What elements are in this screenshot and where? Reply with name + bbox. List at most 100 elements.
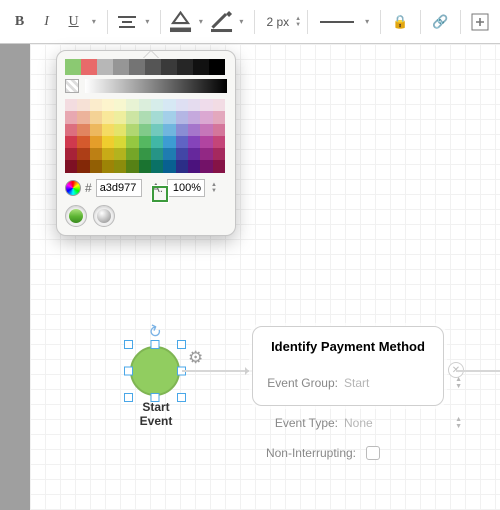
- palette-swatch[interactable]: [65, 124, 77, 136]
- recent-swatch[interactable]: [113, 59, 129, 75]
- palette-swatch[interactable]: [65, 136, 77, 148]
- palette-swatch[interactable]: [163, 111, 175, 123]
- italic-button[interactable]: I: [33, 8, 60, 36]
- palette-swatch[interactable]: [102, 148, 114, 160]
- palette-swatch[interactable]: [200, 148, 212, 160]
- palette-swatch[interactable]: [176, 124, 188, 136]
- palette-swatch[interactable]: [163, 136, 175, 148]
- palette-swatch[interactable]: [188, 124, 200, 136]
- add-button[interactable]: [467, 8, 494, 36]
- grayscale-gradient[interactable]: [85, 79, 227, 93]
- palette-swatch[interactable]: [151, 111, 163, 123]
- palette-swatch[interactable]: [163, 124, 175, 136]
- palette-swatch[interactable]: [126, 111, 138, 123]
- palette-swatch[interactable]: [200, 124, 212, 136]
- palette-swatch[interactable]: [176, 99, 188, 111]
- palette-swatch[interactable]: [126, 136, 138, 148]
- palette-swatch[interactable]: [65, 148, 77, 160]
- palette-swatch[interactable]: [213, 111, 225, 123]
- connector-1[interactable]: [182, 370, 252, 372]
- palette-swatch[interactable]: [176, 136, 188, 148]
- recent-swatch[interactable]: [129, 59, 145, 75]
- palette-swatch[interactable]: [151, 136, 163, 148]
- palette-swatch[interactable]: [77, 111, 89, 123]
- gradient-fill-button[interactable]: [93, 205, 115, 227]
- palette-swatch[interactable]: [90, 99, 102, 111]
- task-node[interactable]: Identify Payment Method: [252, 326, 444, 406]
- palette-swatch[interactable]: [114, 111, 126, 123]
- palette-swatch[interactable]: [200, 111, 212, 123]
- palette-swatch[interactable]: [163, 99, 175, 111]
- line-width-spinner[interactable]: ▲▼: [295, 16, 301, 28]
- palette-swatch[interactable]: [200, 160, 212, 172]
- line-color-button[interactable]: [208, 8, 235, 36]
- linestyle-dropdown-icon[interactable]: ▾: [360, 8, 374, 36]
- recent-swatch[interactable]: [193, 59, 209, 75]
- palette-swatch[interactable]: [114, 136, 126, 148]
- palette-swatch[interactable]: [188, 160, 200, 172]
- non-interrupting-checkbox[interactable]: [366, 446, 380, 460]
- palette-swatch[interactable]: [188, 136, 200, 148]
- event-group-spinner[interactable]: ▲▼: [455, 376, 462, 390]
- line-style-button[interactable]: [314, 8, 360, 36]
- palette-swatch[interactable]: [139, 160, 151, 172]
- palette-swatch[interactable]: [126, 99, 138, 111]
- palette-swatch[interactable]: [188, 99, 200, 111]
- palette-swatch[interactable]: [90, 124, 102, 136]
- palette-swatch[interactable]: [126, 124, 138, 136]
- palette-swatch[interactable]: [139, 124, 151, 136]
- palette-swatch[interactable]: [65, 160, 77, 172]
- palette-swatch[interactable]: [213, 136, 225, 148]
- palette-swatch[interactable]: [102, 111, 114, 123]
- fill-dropdown-icon[interactable]: ▾: [194, 8, 208, 36]
- palette-swatch[interactable]: [139, 111, 151, 123]
- palette-swatch[interactable]: [77, 136, 89, 148]
- recent-swatch[interactable]: [81, 59, 97, 75]
- palette-swatch[interactable]: [139, 148, 151, 160]
- palette-swatch[interactable]: [213, 99, 225, 111]
- palette-swatch[interactable]: [65, 111, 77, 123]
- linecolor-dropdown-icon[interactable]: ▾: [235, 8, 249, 36]
- palette-swatch[interactable]: [200, 99, 212, 111]
- palette-swatch[interactable]: [151, 160, 163, 172]
- palette-swatch[interactable]: [90, 148, 102, 160]
- connector-2[interactable]: [456, 370, 500, 372]
- event-group-value[interactable]: Start: [344, 376, 455, 390]
- line-width-combo[interactable]: 2 px ▲▼: [261, 8, 301, 36]
- event-type-value[interactable]: None: [344, 416, 455, 430]
- recent-swatch[interactable]: [65, 59, 81, 75]
- recent-swatch[interactable]: [97, 59, 113, 75]
- palette-swatch[interactable]: [163, 160, 175, 172]
- palette-swatch[interactable]: [77, 99, 89, 111]
- color-wheel-icon[interactable]: [65, 180, 81, 196]
- palette-swatch[interactable]: [77, 124, 89, 136]
- align-button[interactable]: [114, 8, 141, 36]
- palette-swatch[interactable]: [163, 148, 175, 160]
- bold-button[interactable]: B: [6, 8, 33, 36]
- palette-swatch[interactable]: [114, 148, 126, 160]
- palette-swatch[interactable]: [176, 111, 188, 123]
- palette-swatch[interactable]: [213, 148, 225, 160]
- color-palette[interactable]: [65, 99, 227, 173]
- recent-swatch[interactable]: [177, 59, 193, 75]
- hex-input[interactable]: [96, 179, 142, 197]
- palette-swatch[interactable]: [77, 160, 89, 172]
- fill-color-button[interactable]: [167, 8, 194, 36]
- selection-handles[interactable]: [124, 340, 186, 402]
- link-button[interactable]: 🔗: [427, 8, 454, 36]
- palette-swatch[interactable]: [90, 111, 102, 123]
- palette-swatch[interactable]: [65, 99, 77, 111]
- palette-swatch[interactable]: [114, 124, 126, 136]
- recent-swatch[interactable]: [209, 59, 225, 75]
- palette-swatch[interactable]: [176, 148, 188, 160]
- palette-swatch[interactable]: [114, 99, 126, 111]
- palette-swatch[interactable]: [213, 160, 225, 172]
- gear-icon[interactable]: ⚙: [188, 348, 203, 368]
- font-dropdown-icon[interactable]: ▾: [87, 8, 101, 36]
- palette-swatch[interactable]: [102, 160, 114, 172]
- palette-swatch[interactable]: [102, 136, 114, 148]
- no-fill-swatch[interactable]: [65, 79, 79, 93]
- palette-swatch[interactable]: [151, 99, 163, 111]
- underline-button[interactable]: U: [60, 8, 87, 36]
- align-dropdown-icon[interactable]: ▾: [141, 8, 155, 36]
